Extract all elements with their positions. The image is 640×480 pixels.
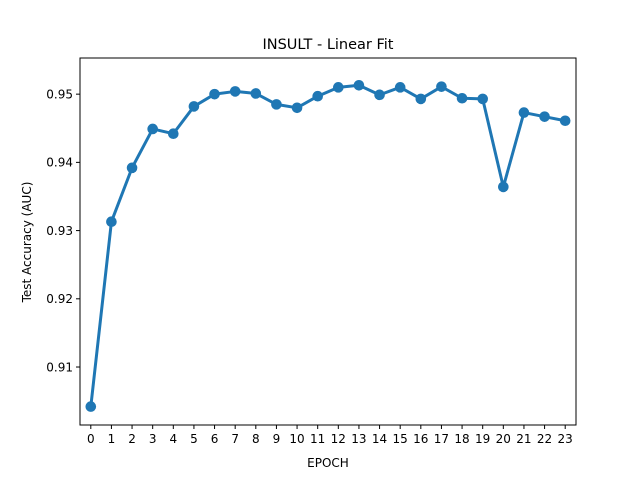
y-tick-label: 0.93 — [46, 224, 73, 238]
x-tick-label: 1 — [108, 432, 116, 446]
x-tick-label: 4 — [169, 432, 177, 446]
y-tick-label: 0.95 — [46, 87, 73, 101]
data-point — [126, 162, 138, 174]
x-tick-label: 12 — [331, 432, 346, 446]
x-tick-label: 13 — [351, 432, 366, 446]
x-tick-label: 8 — [252, 432, 260, 446]
data-point — [518, 107, 530, 118]
y-axis-ticks: 0.91 0.92 0.93 0.94 0.95 — [46, 87, 80, 374]
data-point — [312, 90, 323, 102]
x-tick-label: 2 — [128, 432, 136, 446]
x-axis-label: EPOCH — [307, 456, 349, 470]
data-point — [291, 102, 303, 114]
x-tick-label: 0 — [87, 432, 95, 446]
data-point — [188, 101, 200, 112]
x-tick-label: 6 — [211, 432, 219, 446]
data-point — [374, 89, 385, 101]
x-tick-label: 11 — [310, 432, 325, 446]
data-point — [85, 401, 97, 412]
x-tick-label: 18 — [454, 432, 469, 446]
x-tick-label: 10 — [289, 432, 304, 446]
x-tick-label: 20 — [496, 432, 511, 446]
y-tick-label: 0.91 — [46, 360, 73, 374]
data-point — [539, 111, 550, 122]
data-point — [333, 82, 344, 93]
x-tick-label: 15 — [393, 432, 408, 446]
plot-area — [85, 79, 571, 412]
data-point — [209, 88, 220, 100]
x-tick-label: 22 — [537, 432, 552, 446]
chart-title: INSULT - Linear Fit — [262, 37, 393, 53]
data-point — [229, 86, 241, 97]
data-point — [559, 115, 571, 127]
data-point — [147, 123, 158, 135]
data-point — [250, 88, 262, 99]
y-tick-label: 0.92 — [46, 292, 73, 306]
x-tick-label: 5 — [190, 432, 198, 446]
data-point — [477, 93, 488, 105]
x-axis-ticks: 0 1 2 3 4 5 6 7 8 9 10 11 12 13 14 15 16 17 18 19 20 21 22 23 — [87, 425, 573, 446]
x-tick-label: 21 — [516, 432, 531, 446]
x-tick-label: 17 — [434, 432, 449, 446]
plot-frame — [79, 57, 577, 426]
x-tick-label: 9 — [273, 432, 281, 446]
x-tick-label: 16 — [413, 432, 428, 446]
data-point — [394, 82, 406, 93]
data-point — [271, 99, 282, 110]
data-point — [456, 92, 468, 104]
data-point — [436, 81, 447, 92]
x-tick-label: 7 — [231, 432, 239, 446]
x-tick-label: 19 — [475, 432, 490, 446]
data-point — [168, 128, 179, 140]
y-tick-label: 0.94 — [46, 156, 73, 170]
data-point — [106, 216, 117, 228]
x-tick-label: 23 — [558, 432, 573, 446]
y-axis-label: Test Accuracy (AUC) — [20, 182, 34, 304]
x-tick-label: 14 — [372, 432, 387, 446]
data-point — [353, 79, 365, 91]
x-tick-label: 3 — [149, 432, 157, 446]
data-point — [498, 181, 509, 193]
data-point — [415, 93, 427, 105]
